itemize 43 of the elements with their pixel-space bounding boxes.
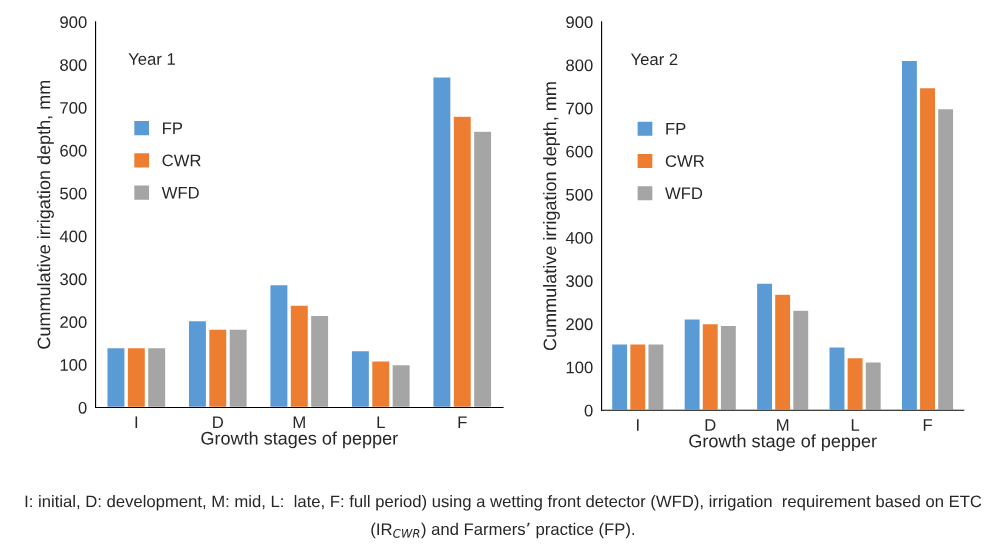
- y-tick-label: 500: [60, 187, 87, 200]
- y-tick-label: 900: [566, 16, 593, 29]
- x-tick-label: D: [705, 419, 716, 431]
- y-tick-label: 700: [60, 101, 87, 114]
- y-tick-label: 800: [566, 59, 593, 72]
- y-tick-label: 0: [78, 401, 87, 414]
- x-tick-label: M: [293, 416, 305, 428]
- y-tick-label: 200: [60, 316, 87, 329]
- y-tick-label: 700: [566, 102, 593, 115]
- y-tick-label: 500: [566, 188, 593, 201]
- legend-label: WFD: [665, 187, 703, 200]
- legend-label: CWR: [665, 155, 705, 167]
- x-tick-label: I: [637, 419, 639, 431]
- x-tick-label: I: [135, 416, 138, 428]
- y-tick-label: 400: [59, 230, 87, 243]
- y-axis-title: Cummulative irrigation depth, mm: [543, 82, 560, 351]
- legend-label: CWR: [162, 154, 201, 167]
- y-tick-label: 800: [60, 59, 87, 71]
- y-tick-label: 200: [566, 318, 593, 331]
- y-tick-label: 100: [60, 359, 87, 371]
- x-tick-label: F: [923, 419, 932, 431]
- y-tick-label: 300: [566, 275, 593, 287]
- x-axis-title: Growth stage of pepper: [689, 434, 877, 451]
- x-tick-label: L: [377, 416, 385, 428]
- y-tick-label: 600: [60, 144, 87, 157]
- x-tick-label: L: [851, 419, 860, 431]
- legend-label: FP: [666, 123, 686, 135]
- y-tick-label: 300: [60, 273, 87, 286]
- text: I: initial, D: development, M: mid, L: late, F: full period) using a wetting front detector (WFD), irrigation requirement based on ETC (IR$_{CWR}$) and Farmers’ practice (FP).: [25, 495, 982, 539]
- y-tick-label: 900: [60, 16, 87, 29]
- x-tick-label: M: [777, 419, 789, 431]
- x-tick-label: F: [458, 416, 467, 428]
- y-tick-label: 100: [566, 361, 593, 374]
- x-tick-label: D: [213, 416, 224, 428]
- legend-label: FP: [163, 122, 183, 134]
- y-tick-label: 400: [565, 232, 593, 244]
- legend-label: WFD: [161, 187, 199, 199]
- annotation: Year 2: [630, 53, 678, 66]
- annotation: Year 1: [128, 53, 175, 65]
- y-tick-label: 600: [566, 145, 593, 158]
- y-tick-label: 0: [584, 404, 593, 417]
- x-axis-title: Growth stages of pepper: [201, 431, 398, 449]
- y-axis-title: Cummulative irrigation depth, mm: [37, 80, 54, 349]
